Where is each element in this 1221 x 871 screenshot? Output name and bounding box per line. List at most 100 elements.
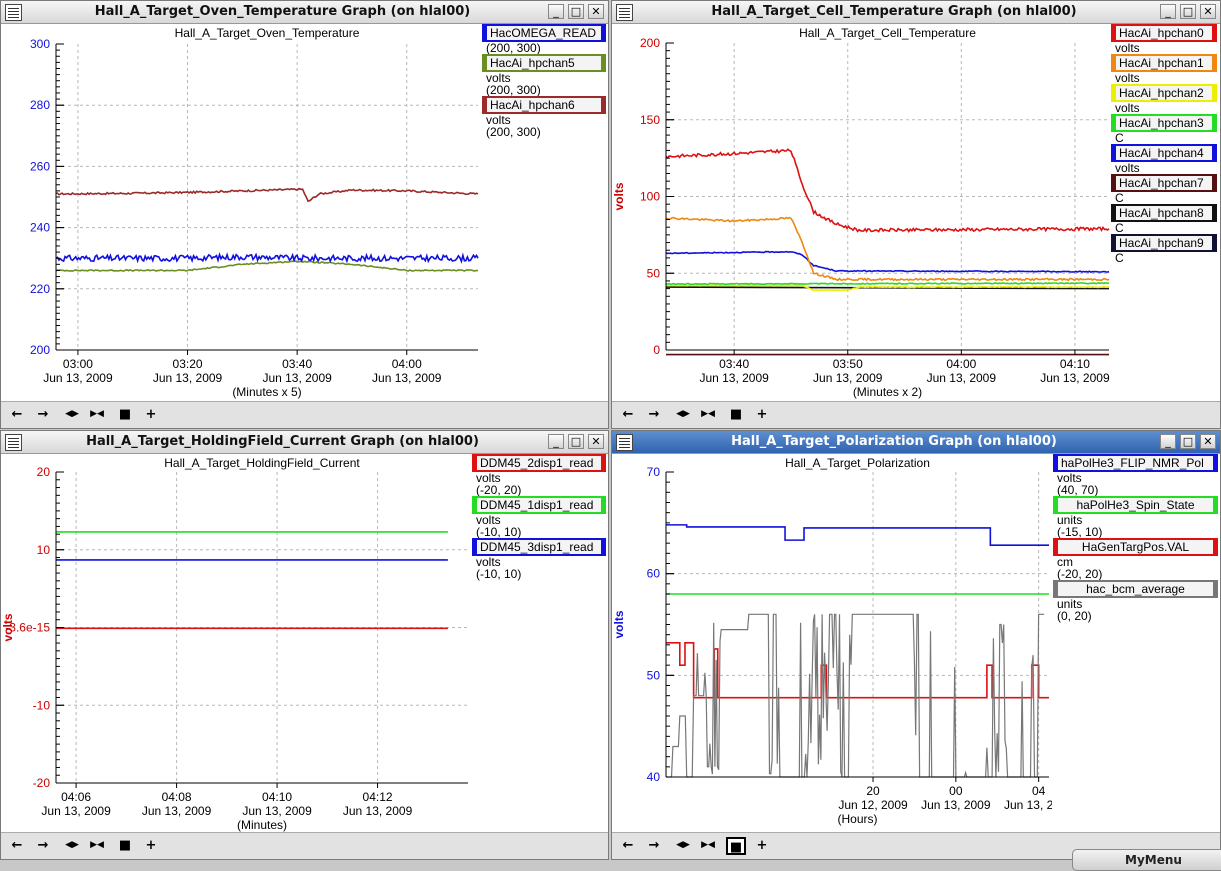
graph-area[interactable]: Hall_A_Target_HoldingField_Current -20 -10… (1, 454, 608, 859)
title-bar[interactable]: Hall_A_Target_HoldingField_Current Graph… (1, 431, 608, 454)
chart[interactable]: Hall_A_Target_HoldingField_Current -20 -10… (1, 454, 473, 834)
close-button[interactable]: ✕ (1200, 4, 1216, 19)
legend-item-name[interactable]: HacAi_hpchan3 (1111, 114, 1217, 132)
maximize-button[interactable]: □ (1180, 434, 1196, 449)
scroll-left-button[interactable]: ← (622, 407, 634, 422)
legend-item-name[interactable]: HacAi_hpchan6 (482, 96, 606, 114)
legend-item-name[interactable]: HacAi_hpchan0 (1111, 24, 1217, 42)
legend-item-name[interactable]: HacAi_hpchan5 (482, 54, 606, 72)
legend-item-name[interactable]: HacAi_hpchan1 (1111, 54, 1217, 72)
legend-item[interactable]: HacAi_hpchan3 C (1111, 114, 1217, 144)
maximize-button[interactable]: □ (568, 434, 584, 449)
title-bar[interactable]: Hall_A_Target_Oven_Temperature Graph (on… (1, 1, 608, 24)
chart[interactable]: Hall_A_Target_Polarization4050607020Jun … (612, 454, 1052, 834)
minimize-button[interactable]: _ (1160, 434, 1176, 449)
legend-item[interactable]: HacAi_hpchan9 C (1111, 234, 1217, 264)
legend-item[interactable]: haPolHe3_Spin_State units (-15, 10) (1053, 496, 1218, 538)
legend-item[interactable]: HacAi_hpchan2 volts (1111, 84, 1217, 114)
add-pv-button[interactable]: + (145, 407, 157, 422)
legend-item[interactable]: hac_bcm_average units (0, 20) (1053, 580, 1218, 622)
legend-item[interactable]: DDM45_2disp1_read volts (-20, 20) (472, 454, 606, 496)
title-bar[interactable]: Hall_A_Target_Cell_Temperature Graph (on… (612, 1, 1220, 24)
zoom-in-time-button[interactable]: ◀▶ (65, 409, 79, 419)
close-button[interactable]: ✕ (588, 4, 604, 19)
oven-temperature-window[interactable]: Hall_A_Target_Oven_Temperature Graph (on… (0, 0, 609, 429)
legend-item-name[interactable]: HacAi_hpchan9 (1111, 234, 1217, 252)
add-pv-button[interactable]: + (756, 838, 768, 853)
graph-area[interactable]: Hall_A_Target_Polarization 40 50 60 70 20 Jun … (612, 454, 1220, 859)
legend-item[interactable]: HacAi_hpchan6 volts (200, 300) (482, 96, 606, 138)
close-button[interactable]: ✕ (1200, 434, 1216, 449)
chart[interactable]: Hall_A_Target_Oven_Temperature 200 220 240 2… (1, 24, 483, 404)
zoom-in-time-button[interactable]: ◀▶ (676, 409, 690, 419)
config-button[interactable]: ■ (118, 838, 132, 853)
maximize-button[interactable]: □ (1180, 4, 1196, 19)
add-pv-button[interactable]: + (145, 838, 157, 853)
legend-item-name[interactable]: HacAi_hpchan2 (1111, 84, 1217, 102)
legend-item-name[interactable]: haPolHe3_FLIP_NMR_Pol (1053, 454, 1218, 472)
scroll-right-button[interactable]: → (37, 838, 49, 853)
scroll-left-button[interactable]: ← (11, 838, 23, 853)
legend-item-detail: (200, 300) (486, 83, 541, 97)
polarization-window[interactable]: Hall_A_Target_Polarization Graph (on hla… (611, 430, 1221, 860)
legend-item-name[interactable]: HacAi_hpchan8 (1111, 204, 1217, 222)
chart[interactable]: Hall_A_Target_Cell_Temperature 0 50 100 150 2… (612, 24, 1110, 404)
legend-item[interactable]: HacAi_hpchan0 volts (1111, 24, 1217, 54)
x-tick-label: 00 (949, 784, 963, 798)
legend-item[interactable]: HacOMEGA_READ (200, 300) (482, 24, 606, 54)
legend-item[interactable]: DDM45_3disp1_read volts (-10, 10) (472, 538, 606, 580)
holding-field-current-window[interactable]: Hall_A_Target_HoldingField_Current Graph… (0, 430, 609, 860)
legend-item-name[interactable]: DDM45_2disp1_read (472, 454, 606, 472)
minimize-button[interactable]: _ (1160, 4, 1176, 19)
legend-item[interactable]: HacAi_hpchan4 volts (1111, 144, 1217, 174)
minimize-button[interactable]: _ (548, 4, 564, 19)
legend-item[interactable]: HacAi_hpchan7 C (1111, 174, 1217, 204)
x-tick-date: Jun 13, 2009 (262, 371, 332, 385)
legend-item-name[interactable]: DDM45_1disp1_read (472, 496, 606, 514)
chart-title: Hall_A_Target_Oven_Temperature (175, 26, 360, 40)
legend-item-name[interactable]: HacAi_hpchan4 (1111, 144, 1217, 162)
legend-item-detail: (-20, 20) (1057, 567, 1103, 581)
app-menu-icon[interactable] (616, 434, 633, 451)
zoom-in-time-button[interactable]: ◀▶ (65, 840, 79, 850)
scroll-left-button[interactable]: ← (11, 407, 23, 422)
app-menu-icon[interactable] (5, 434, 22, 451)
config-button[interactable]: ■ (118, 407, 132, 422)
scroll-right-button[interactable]: → (648, 838, 660, 853)
legend-item-detail: volts (476, 513, 501, 527)
legend-item[interactable]: haPolHe3_FLIP_NMR_Pol volts (40, 70) (1053, 454, 1218, 496)
zoom-out-time-button[interactable]: ▶◀ (701, 840, 715, 850)
zoom-in-time-button[interactable]: ◀▶ (676, 840, 690, 850)
legend-item[interactable]: HacAi_hpchan5 volts (200, 300) (482, 54, 606, 96)
x-tick-date: Jun 12, 2009 (838, 798, 908, 812)
zoom-out-time-button[interactable]: ▶◀ (90, 840, 104, 850)
legend-item-name[interactable]: HacOMEGA_READ (482, 24, 606, 42)
taskbar-mymenu[interactable]: MyMenu (1072, 849, 1221, 871)
minimize-button[interactable]: _ (548, 434, 564, 449)
zoom-out-time-button[interactable]: ▶◀ (701, 409, 715, 419)
title-bar[interactable]: Hall_A_Target_Polarization Graph (on hla… (612, 431, 1220, 454)
legend-item[interactable]: DDM45_1disp1_read volts (-10, 10) (472, 496, 606, 538)
close-button[interactable]: ✕ (588, 434, 604, 449)
legend-item-name[interactable]: HacAi_hpchan7 (1111, 174, 1217, 192)
legend-item-name[interactable]: HaGenTargPos.VAL (1053, 538, 1218, 556)
legend-item-name[interactable]: hac_bcm_average (1053, 580, 1218, 598)
legend-item[interactable]: HacAi_hpchan8 C (1111, 204, 1217, 234)
legend-item-name[interactable]: DDM45_3disp1_read (472, 538, 606, 556)
config-button[interactable]: ■ (729, 407, 743, 422)
maximize-button[interactable]: □ (568, 4, 584, 19)
graph-area[interactable]: Hall_A_Target_Oven_Temperature 200 220 240 2… (1, 24, 608, 428)
app-menu-icon[interactable] (616, 4, 633, 21)
cell-temperature-window[interactable]: Hall_A_Target_Cell_Temperature Graph (on… (611, 0, 1221, 429)
add-pv-button[interactable]: + (756, 407, 768, 422)
scroll-right-button[interactable]: → (37, 407, 49, 422)
legend-item[interactable]: HacAi_hpchan1 volts (1111, 54, 1217, 84)
graph-area[interactable]: Hall_A_Target_Cell_Temperature 0 50 100 150 2… (612, 24, 1220, 428)
zoom-out-time-button[interactable]: ▶◀ (90, 409, 104, 419)
scroll-left-button[interactable]: ← (622, 838, 634, 853)
app-menu-icon[interactable] (5, 4, 22, 21)
legend-item-name[interactable]: haPolHe3_Spin_State (1053, 496, 1218, 514)
legend-item[interactable]: HaGenTargPos.VAL cm (-20, 20) (1053, 538, 1218, 580)
scroll-right-button[interactable]: → (648, 407, 660, 422)
config-button[interactable]: ■ (726, 837, 746, 855)
